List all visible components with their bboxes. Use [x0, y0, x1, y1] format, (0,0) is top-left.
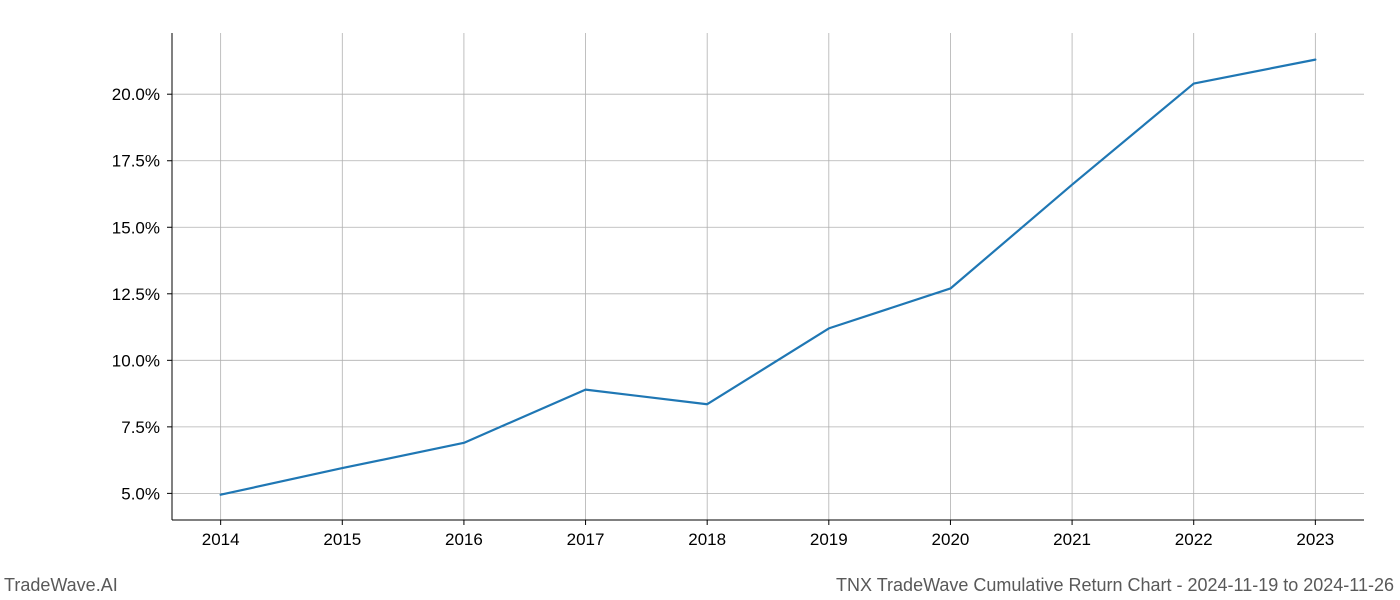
- y-tick-label: 15.0%: [112, 218, 160, 237]
- chart-container: 2014 2015 2016 2017 2018 2019 2020 2021 2022 2023…: [0, 0, 1400, 600]
- y-tick-label: 5.0%: [121, 484, 160, 503]
- x-tick-label: 2017: [567, 530, 605, 549]
- y-tick-label: 10.0%: [112, 351, 160, 370]
- chart-background: [0, 0, 1400, 600]
- x-tick-label: 2015: [323, 530, 361, 549]
- x-tick-label: 2016: [445, 530, 483, 549]
- x-tick-label: 2014: [202, 530, 240, 549]
- x-tick-label: 2019: [810, 530, 848, 549]
- line-chart: 2014 2015 2016 2017 2018 2019 2020 2021 2022 2023…: [0, 0, 1400, 600]
- footer-brand: TradeWave.AI: [4, 575, 118, 596]
- x-tick-label: 2018: [688, 530, 726, 549]
- footer-caption: TNX TradeWave Cumulative Return Chart - …: [836, 575, 1394, 596]
- footer: TradeWave.AI TNX TradeWave Cumulative Re…: [0, 572, 1400, 600]
- y-tick-label: 12.5%: [112, 285, 160, 304]
- y-tick-label: 17.5%: [112, 152, 160, 171]
- y-tick-label: 7.5%: [121, 418, 160, 437]
- x-tick-label: 2020: [932, 530, 970, 549]
- y-tick-label: 20.0%: [112, 85, 160, 104]
- x-tick-label: 2021: [1053, 530, 1091, 549]
- x-tick-label: 2022: [1175, 530, 1213, 549]
- x-tick-label: 2023: [1296, 530, 1334, 549]
